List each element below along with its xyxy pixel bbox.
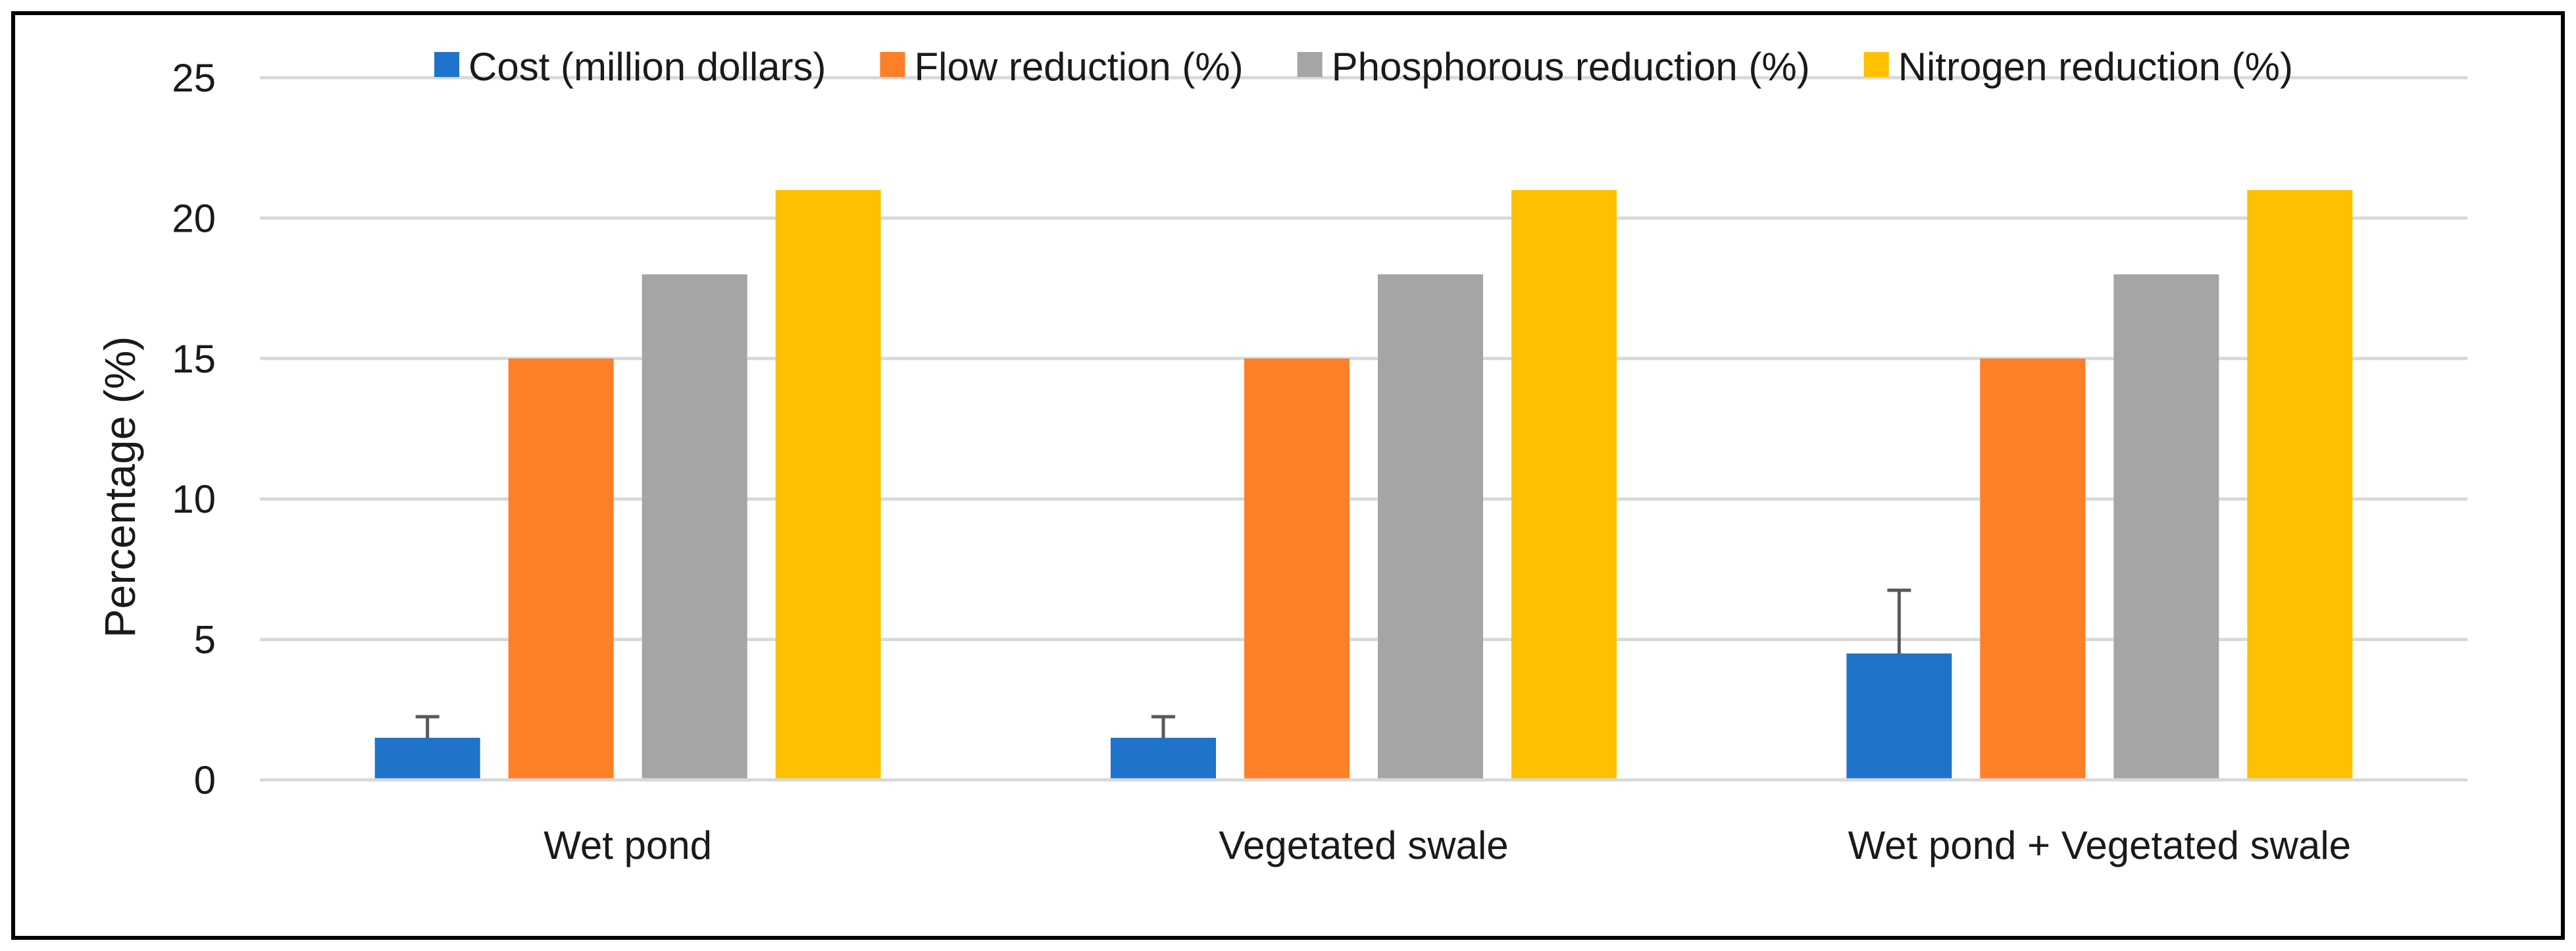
- gridlines: [260, 76, 2467, 642]
- bar-flow-3: [1980, 358, 2086, 780]
- legend-swatch: [1863, 52, 1889, 77]
- bar-phosphorous-1: [642, 274, 747, 780]
- y-tick-label: 10: [172, 477, 216, 521]
- plot-area: [374, 190, 2353, 781]
- y-tick-label: 0: [194, 758, 216, 802]
- legend-label: Phosphorous reduction (%): [1332, 45, 1810, 89]
- bar-flow-1: [508, 358, 614, 780]
- bar-cost-3: [1846, 653, 1952, 780]
- y-tick-label: 20: [172, 196, 216, 240]
- bar-phosphorous-3: [2113, 274, 2219, 780]
- legend-label: Flow reduction (%): [914, 45, 1243, 89]
- bar-nitrogen-3: [2247, 190, 2353, 781]
- legend-label: Nitrogen reduction (%): [1898, 45, 2293, 89]
- y-tick-label: 15: [172, 337, 216, 381]
- y-tick-label: 25: [172, 56, 216, 100]
- axes: 0 5 10 15 20 25 Wet pond Vegetated swale Wet pon…: [172, 56, 2467, 867]
- legend-label: Cost (million dollars): [468, 45, 826, 89]
- bar-cost-1: [374, 737, 480, 780]
- bar-cost-2: [1111, 737, 1216, 780]
- x-category-label: Vegetated swale: [1219, 823, 1508, 867]
- bar-nitrogen-2: [1511, 190, 1617, 781]
- legend-swatch: [434, 52, 460, 77]
- y-tick-label: 5: [194, 618, 216, 662]
- legend-swatch: [1297, 52, 1323, 77]
- x-category-label: Wet pond: [543, 823, 712, 867]
- legend: Cost (million dollars) Flow reduction (%)…: [434, 45, 2293, 89]
- bar-nitrogen-1: [775, 190, 881, 781]
- x-category-label: Wet pond + Vegetated swale: [1848, 823, 2351, 867]
- bar-flow-2: [1244, 358, 1350, 780]
- legend-swatch: [880, 52, 905, 77]
- y-axis-title: Percentage (%): [95, 336, 144, 638]
- bar-phosphorous-2: [1378, 274, 1483, 780]
